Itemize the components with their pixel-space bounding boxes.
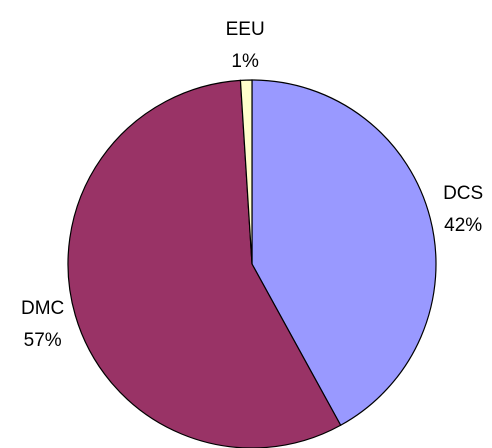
slice-label: 42% [444,215,482,236]
pie-slice [239,79,253,265]
pie-slice [251,79,437,427]
slice-name: DCS [443,183,483,204]
slice-name: DMC [21,298,64,319]
slice-name: EEU [226,19,265,40]
slice-label: 1% [231,51,259,72]
slice-label: 57% [24,330,62,351]
